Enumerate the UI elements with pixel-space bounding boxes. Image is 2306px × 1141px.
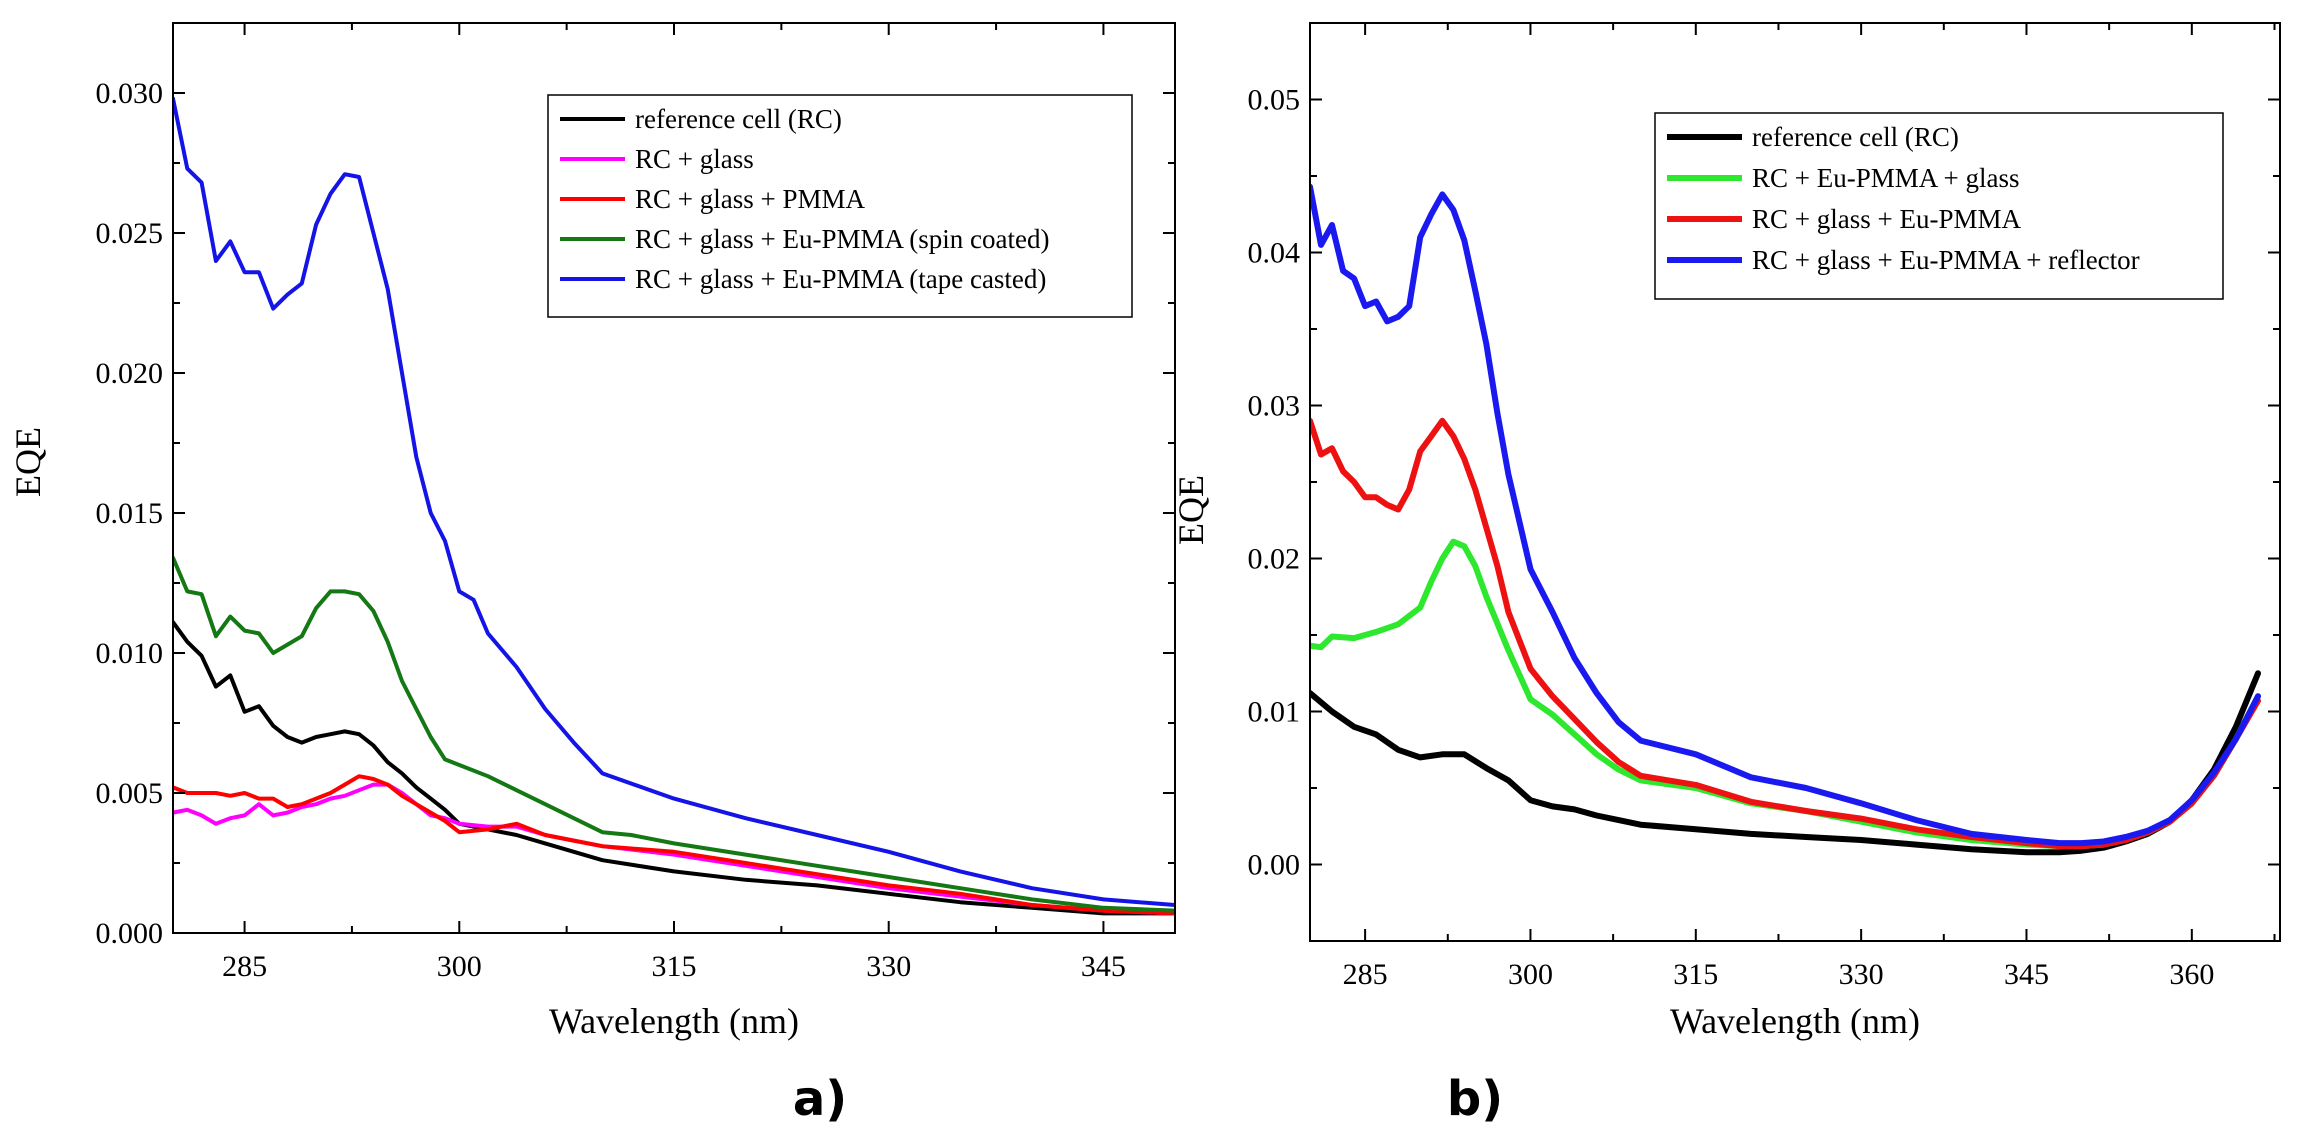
y-tick-label: 0.010 [96, 637, 164, 670]
legend: reference cell (RC) RC + glass RC + glass … [547, 94, 1133, 318]
legend: reference cell (RC) RC + Eu-PMMA + glass R… [1654, 112, 2224, 300]
y-tick-label: 0.01 [1248, 696, 1301, 729]
y-tick-label: 0.03 [1248, 390, 1301, 423]
series-line-rc-glass-eu-pmma [1310, 417, 2261, 850]
panel-label: b) [1447, 1071, 1503, 1127]
x-tick-label: 300 [1508, 958, 1553, 991]
y-axis-title: EQE [1171, 475, 1211, 545]
x-tick-label: 285 [1343, 958, 1388, 991]
series-group [1310, 183, 2261, 856]
legend-label: reference cell (RC) [635, 104, 842, 134]
x-tick-label: 300 [437, 950, 482, 983]
panel-label: a) [793, 1071, 847, 1127]
x-tick-label: 345 [1081, 950, 1126, 983]
series-line-rc-glass-eu-pmma-spin-coated [173, 555, 1175, 913]
legend-label: RC + glass [635, 144, 754, 174]
y-tick-label: 0.030 [96, 77, 164, 110]
y-tick-label: 0.05 [1248, 84, 1301, 117]
x-tick-label: 315 [652, 950, 697, 983]
legend-label: RC + glass + Eu-PMMA (spin coated) [635, 224, 1049, 254]
x-axis-title: Wavelength (nm) [1670, 1001, 1920, 1041]
y-tick-label: 0.00 [1248, 849, 1301, 882]
y-axis-title: EQE [8, 427, 48, 497]
x-tick-label: 285 [222, 950, 267, 983]
x-tick-label: 330 [866, 950, 911, 983]
series-line-rc-eu-pmma-glass [1310, 538, 2261, 850]
legend-label: RC + glass + PMMA [635, 184, 866, 214]
y-tick-label: 0.015 [96, 497, 164, 530]
x-tick-label: 345 [2004, 958, 2049, 991]
x-tick-label: 330 [1839, 958, 1884, 991]
y-tick-label: 0.020 [96, 357, 164, 390]
y-tick-label: 0.000 [96, 917, 164, 950]
y-tick-label: 0.04 [1248, 237, 1301, 270]
x-axis-title: Wavelength (nm) [549, 1001, 799, 1041]
x-tick-label: 360 [2169, 958, 2214, 991]
chart-panel-a: 285 300 315 330 345 0.000 0.005 0.010 0.015 0.020… [8, 22, 1176, 1127]
y-tick-label: 0.025 [96, 217, 164, 250]
legend-box [1654, 112, 2224, 300]
y-tick-label: 0.005 [96, 777, 164, 810]
legend-box [547, 94, 1133, 318]
series-line-rc-glass-pmma [173, 774, 1175, 916]
chart-panel-b: 285 300 315 330 345 360 0.00 0.01 0.02 0.03 0.04 0.… [1171, 22, 2281, 1127]
legend-label: RC + glass + Eu-PMMA [1752, 204, 2021, 234]
legend-label: RC + Eu-PMMA + glass [1752, 163, 2020, 193]
legend-label: RC + glass + Eu-PMMA (tape casted) [635, 264, 1046, 294]
legend-label: reference cell (RC) [1752, 122, 1959, 152]
series-group [173, 96, 1175, 916]
series-line-rc-glass-eu-pmma-tape-casted [173, 96, 1175, 907]
x-tick-label: 315 [1673, 958, 1718, 991]
series-line-reference-cell-rc [1310, 670, 2261, 856]
series-line-rc-glass-eu-pmma-reflector [1310, 183, 2261, 847]
legend-label: RC + glass + Eu-PMMA + reflector [1752, 245, 2140, 275]
y-tick-label: 0.02 [1248, 543, 1301, 576]
series-line-reference-cell-rc [173, 620, 1175, 916]
series-line-rc-glass [173, 782, 1175, 916]
